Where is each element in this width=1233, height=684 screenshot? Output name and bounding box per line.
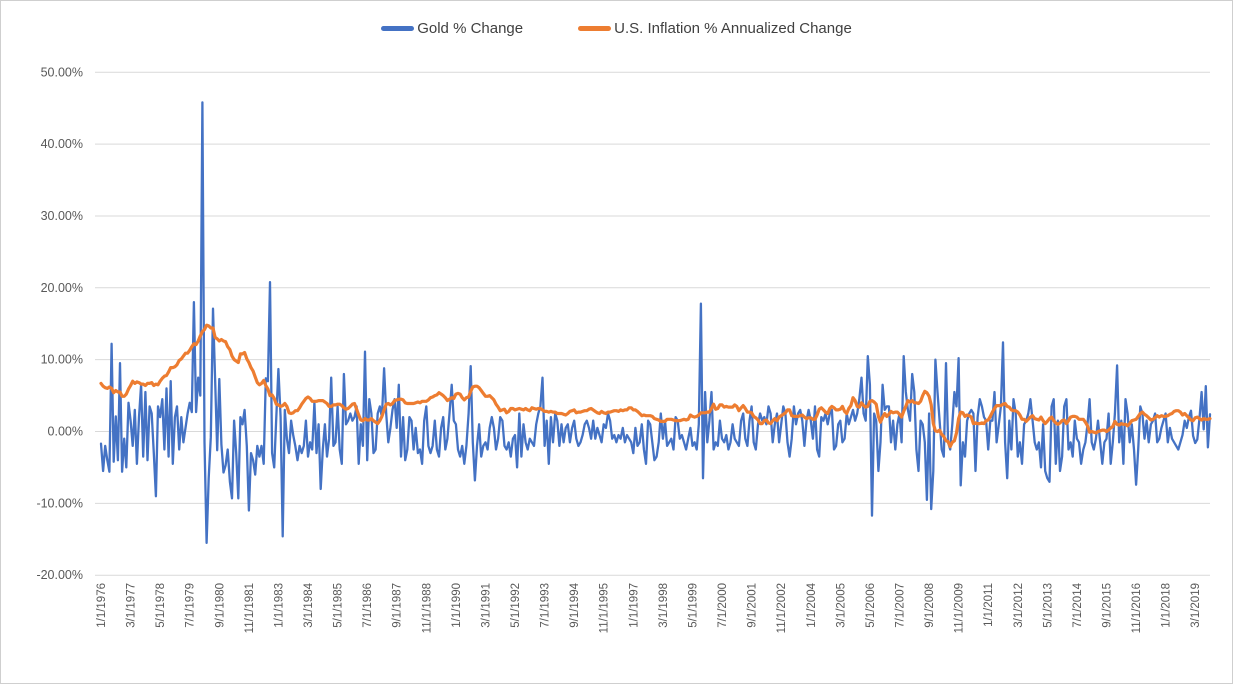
x-axis-tick-label: 1/1/1983: [273, 583, 285, 628]
legend-item-inflation[interactable]: U.S. Inflation % Annualized Change: [578, 21, 852, 36]
gold-series-line[interactable]: [99, 101, 1212, 545]
x-axis-tick-label: 1/1/1990: [451, 583, 463, 628]
x-axis-tick-label: 5/1/1999: [687, 583, 699, 628]
x-axis-tick-label: 9/1/2001: [747, 583, 759, 628]
x-axis-tick-label: 11/1/1995: [599, 583, 611, 633]
inflation-series-swatch-icon: [578, 26, 612, 31]
x-axis-tick-label: 1/1/2018: [1161, 583, 1173, 628]
legend-label-inflation: U.S. Inflation % Annualized Change: [614, 20, 852, 37]
x-axis-tick-label: 11/1/1981: [244, 583, 256, 633]
x-axis-tick-label: 3/1/1998: [658, 583, 670, 628]
x-axis-tick-label: 7/1/2000: [717, 583, 729, 628]
y-axis-tick-label: 20.00%: [41, 281, 83, 295]
x-axis-tick-label: 3/1/1991: [480, 583, 492, 628]
y-axis-tick-label: -20.00%: [36, 568, 83, 582]
x-axis-tick-label: 3/1/2019: [1190, 583, 1202, 628]
x-axis-tick-label: 9/1/1987: [392, 583, 404, 628]
x-axis-tick-label: 9/1/1980: [214, 583, 226, 628]
x-axis-tick-label: 3/1/2012: [1013, 583, 1025, 628]
x-axis-tick-label: 9/1/2008: [924, 583, 936, 628]
chart-legend: Gold % Change U.S. Inflation % Annualize…: [1, 21, 1232, 36]
x-axis-tick-label: 9/1/2015: [1101, 583, 1113, 628]
x-axis-tick-label: 9/1/1994: [569, 582, 581, 627]
x-axis-tick-label: 11/1/2009: [954, 583, 966, 633]
x-axis-tick-label: 1/1/1997: [628, 583, 640, 628]
x-axis-tick-label: 5/1/1978: [155, 583, 167, 628]
x-axis-tick-label: 3/1/1984: [303, 582, 315, 627]
y-axis-tick-label: 40.00%: [41, 137, 83, 151]
x-axis-tick-label: 5/1/2013: [1042, 583, 1054, 628]
x-axis-tick-label: 5/1/2006: [865, 583, 877, 628]
x-axis-tick-label: 11/1/1988: [421, 583, 433, 633]
x-axis-tick-label: 7/1/1979: [185, 583, 197, 628]
x-axis-tick-label: 3/1/2005: [835, 583, 847, 628]
legend-item-gold[interactable]: Gold % Change: [381, 21, 523, 36]
y-axis-tick-label: 50.00%: [41, 65, 83, 79]
x-axis-tick-label: 1/1/1976: [96, 583, 108, 628]
x-axis-tick-label: 5/1/1992: [510, 583, 522, 628]
x-axis-tick-label: 7/1/2007: [894, 583, 906, 628]
x-axis-tick-label: 7/1/2014: [1072, 582, 1084, 627]
x-axis-tick-label: 3/1/1977: [126, 583, 138, 628]
x-axis-tick-label: 11/1/2002: [776, 583, 788, 633]
x-axis-tick-label: 5/1/1985: [333, 583, 345, 628]
y-axis-tick-label: 10.00%: [41, 353, 83, 367]
x-axis-tick-label: 1/1/2011: [983, 583, 995, 627]
legend-label-gold: Gold % Change: [417, 20, 524, 37]
x-axis-tick-label: 7/1/1993: [540, 583, 552, 628]
inflation-series-line[interactable]: [99, 323, 1212, 449]
x-axis-tick-label: 7/1/1986: [362, 583, 374, 628]
x-axis-tick-label: 1/1/2004: [806, 582, 818, 627]
y-axis-tick-label: -10.00%: [36, 496, 83, 510]
y-axis-tick-label: 30.00%: [41, 209, 83, 223]
gold-series-swatch-icon: [381, 26, 415, 31]
x-axis-tick-label: 11/1/2016: [1131, 583, 1143, 633]
y-axis-tick-label: 0.00%: [48, 425, 83, 439]
